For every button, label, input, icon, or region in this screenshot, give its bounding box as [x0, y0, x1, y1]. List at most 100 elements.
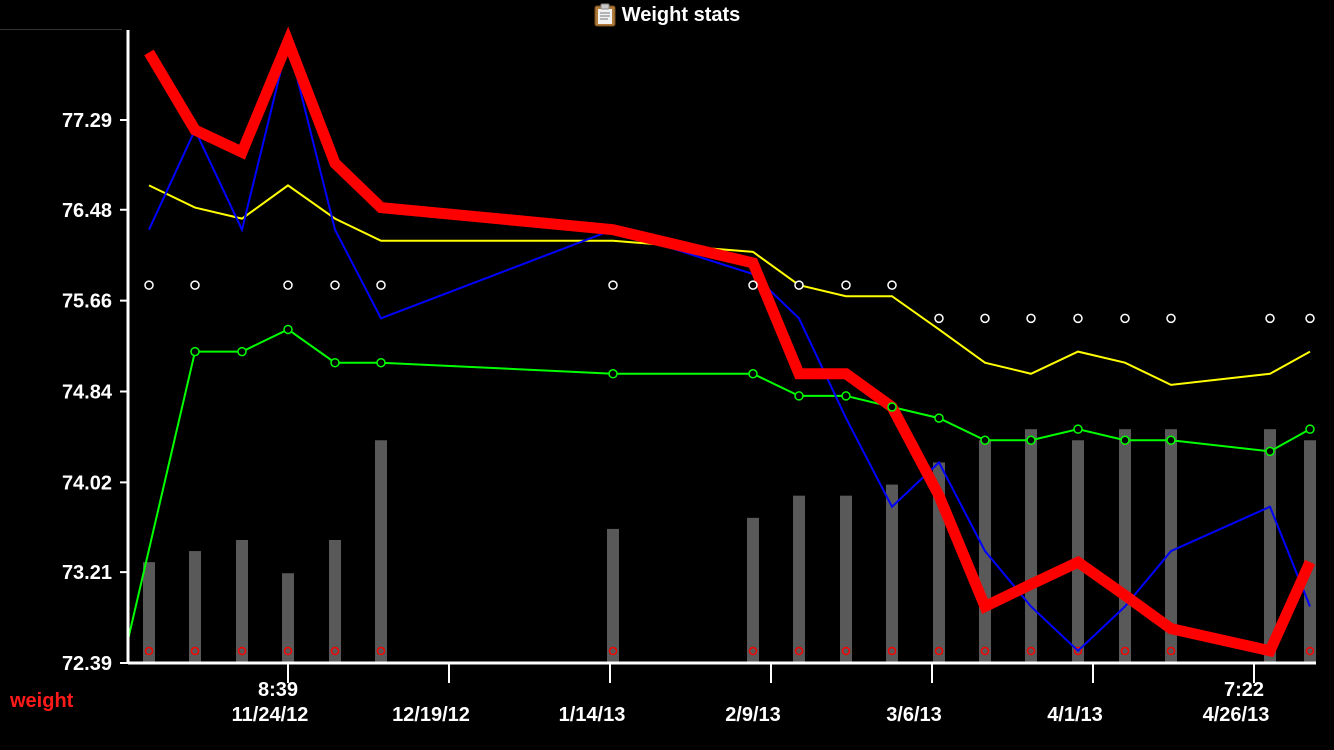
bar	[143, 562, 155, 663]
chart-title: Weight stats	[0, 0, 1334, 30]
bar	[747, 517, 759, 663]
y-tick-label: 73.21	[62, 562, 112, 584]
bar	[329, 539, 341, 663]
baseline-marker	[841, 646, 851, 656]
baseline-marker	[283, 646, 293, 656]
green-marker	[1305, 424, 1315, 434]
baseline-marker	[190, 646, 200, 656]
x-tick-date-label: 11/24/12	[232, 704, 309, 726]
green-marker	[1166, 435, 1176, 446]
white-marker	[376, 280, 386, 290]
white-marker	[1120, 313, 1130, 324]
white-marker	[1305, 313, 1315, 324]
white-marker	[1166, 313, 1176, 324]
white-marker	[794, 280, 804, 290]
axes: 77.29 76.48 75.66 74.84 74.02 73.21 72.39 8:39 1…	[62, 30, 1316, 726]
bar	[236, 539, 248, 663]
baseline-marker	[748, 646, 758, 656]
x-tick-time-label: 8:39	[258, 679, 298, 701]
x-tick-time-label: 7:22	[1224, 679, 1264, 701]
baseline-marker	[330, 646, 340, 656]
white-marker	[748, 280, 758, 290]
white-marker	[1026, 313, 1036, 324]
divider	[0, 29, 122, 30]
baseline-marker	[608, 646, 618, 656]
baseline-marker	[237, 646, 247, 656]
x-tick-date-label: 2/9/13	[725, 704, 781, 726]
trend-2-line	[148, 184, 1311, 386]
bar	[840, 495, 852, 663]
white-marker	[841, 280, 851, 290]
green-marker	[980, 435, 990, 446]
green-marker	[934, 413, 944, 423]
baseline-marker	[1305, 646, 1315, 656]
weight-line	[144, 26, 1316, 658]
green-marker	[190, 346, 200, 357]
green-marker	[1120, 435, 1130, 446]
bar	[282, 573, 294, 663]
bar	[607, 528, 619, 663]
green-marker	[283, 324, 293, 335]
baseline-marker	[1166, 646, 1176, 656]
clipboard-icon	[594, 3, 616, 27]
series-label-weight: weight	[10, 690, 74, 712]
y-tick-label: 74.84	[62, 382, 113, 404]
trend-3-line	[127, 328, 1311, 640]
green-marker	[887, 402, 897, 412]
green-marker	[794, 391, 804, 401]
baseline-marker	[1120, 646, 1130, 656]
green-marker	[1265, 446, 1275, 457]
white-marker	[283, 280, 293, 290]
title-text: Weight stats	[621, 3, 741, 26]
y-tick-label: 74.02	[62, 472, 112, 494]
white-marker	[934, 313, 944, 324]
white-marker	[144, 280, 154, 290]
white-marker	[190, 280, 200, 290]
baseline-marker	[980, 646, 990, 656]
marker-series	[144, 280, 1315, 457]
bar	[1072, 440, 1084, 663]
baseline-marker	[887, 646, 897, 656]
bar	[886, 484, 898, 663]
white-marker	[887, 280, 897, 290]
bar	[1119, 429, 1131, 663]
y-tick-label: 72.39	[62, 653, 112, 675]
bar	[189, 551, 201, 663]
baseline-marker	[794, 646, 804, 656]
green-marker	[1026, 435, 1036, 446]
white-marker	[1073, 313, 1083, 324]
baseline-marker	[376, 646, 386, 656]
line-series	[127, 26, 1316, 658]
y-tick-label: 76.48	[62, 200, 112, 222]
y-tick-label: 77.29	[62, 110, 112, 132]
baseline-marker	[144, 646, 154, 656]
white-marker	[1265, 313, 1275, 324]
bar	[1025, 429, 1037, 663]
x-tick-date-label: 4/26/13	[1203, 704, 1270, 726]
green-marker	[748, 369, 758, 379]
x-tick-date-label: 3/6/13	[886, 704, 942, 726]
baseline-marker	[934, 646, 944, 656]
baseline-marker	[1073, 646, 1083, 656]
bar	[1264, 429, 1276, 663]
bar	[1304, 440, 1316, 663]
green-marker	[841, 391, 851, 401]
green-marker	[237, 346, 247, 357]
x-tick-date-label: 12/19/12	[392, 704, 470, 726]
white-marker	[980, 313, 990, 324]
bar	[793, 495, 805, 663]
bar	[1165, 429, 1177, 663]
white-marker	[608, 280, 618, 290]
green-marker	[608, 369, 618, 379]
y-tick-label: 75.66	[62, 291, 112, 313]
green-marker	[1073, 424, 1083, 434]
baseline-marker	[1026, 646, 1036, 656]
white-marker	[330, 280, 340, 290]
green-marker	[330, 357, 340, 368]
green-marker	[376, 357, 386, 368]
x-tick-date-label: 4/1/13	[1047, 704, 1103, 726]
bar-series	[143, 429, 1316, 663]
bar	[375, 440, 387, 663]
x-tick-date-label: 1/14/13	[559, 704, 626, 726]
